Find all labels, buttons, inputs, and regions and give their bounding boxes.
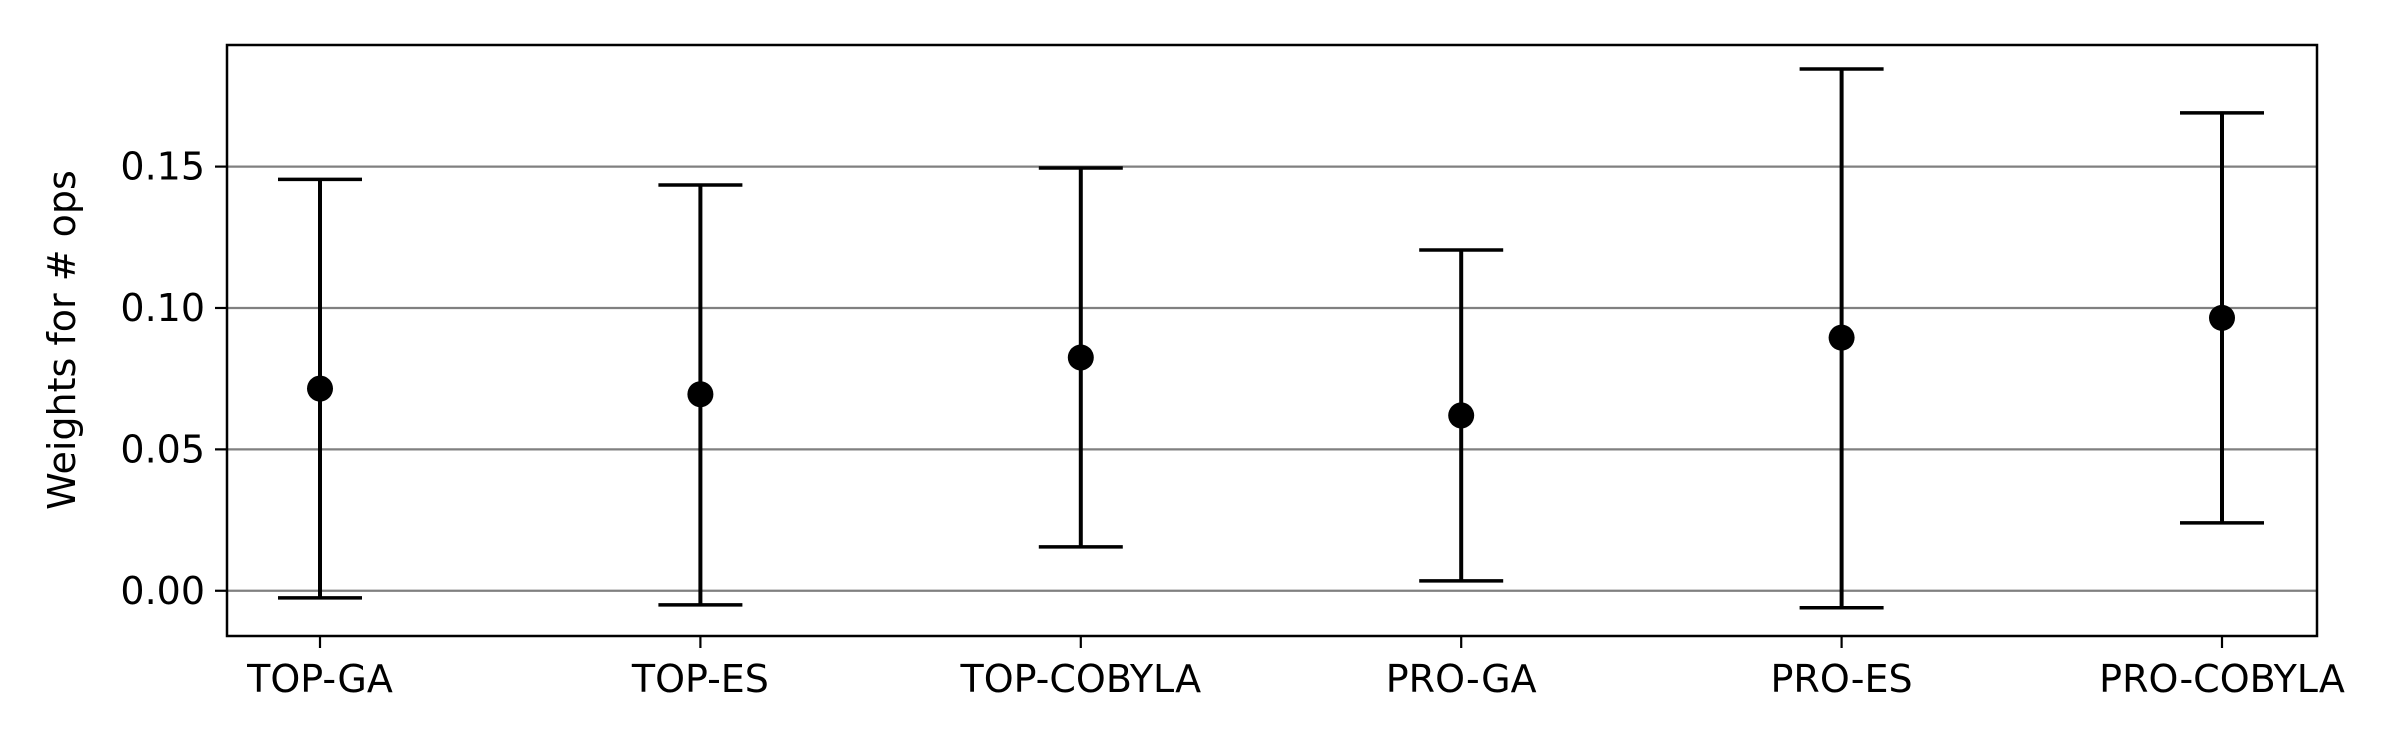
error-bar-group bbox=[1799, 67, 1884, 610]
mean-point bbox=[307, 375, 333, 402]
error-bar-group bbox=[1419, 248, 1504, 583]
plot-frame bbox=[225, 43, 2319, 638]
x-tick-label: PRO-COBYLA bbox=[2099, 657, 2345, 701]
y-tick-label: 0.00 bbox=[120, 569, 205, 613]
error-bar-group bbox=[658, 183, 743, 607]
x-tick-label: TOP-GA bbox=[246, 657, 393, 701]
x-tick-label: PRO-GA bbox=[1386, 657, 1537, 701]
mean-point bbox=[687, 381, 714, 408]
mean-point bbox=[2209, 304, 2235, 331]
data-points bbox=[278, 67, 2264, 610]
x-tick-label: TOP-ES bbox=[631, 657, 769, 701]
grid bbox=[227, 165, 2317, 592]
mean-point bbox=[1067, 344, 1094, 371]
y-tick-label: 0.15 bbox=[120, 145, 205, 189]
error-bar-group bbox=[2180, 111, 2264, 525]
error-bar-group bbox=[1038, 166, 1123, 549]
y-tick-label: 0.05 bbox=[120, 427, 205, 471]
x-tick-label: PRO-ES bbox=[1771, 657, 1913, 701]
y-tick-label: 0.10 bbox=[120, 286, 205, 330]
error-bar-group bbox=[278, 177, 362, 600]
x-tick-label: TOP-COBYLA bbox=[959, 657, 1201, 701]
y-axis-label: Weights for # ops bbox=[40, 170, 84, 510]
mean-point bbox=[1448, 402, 1475, 429]
axis-ticks: 0.00 0.05 0.10 0.15 TOP-GA TOP-ES TOP-COBYLA PR… bbox=[120, 145, 2344, 701]
mean-point bbox=[1828, 324, 1855, 351]
